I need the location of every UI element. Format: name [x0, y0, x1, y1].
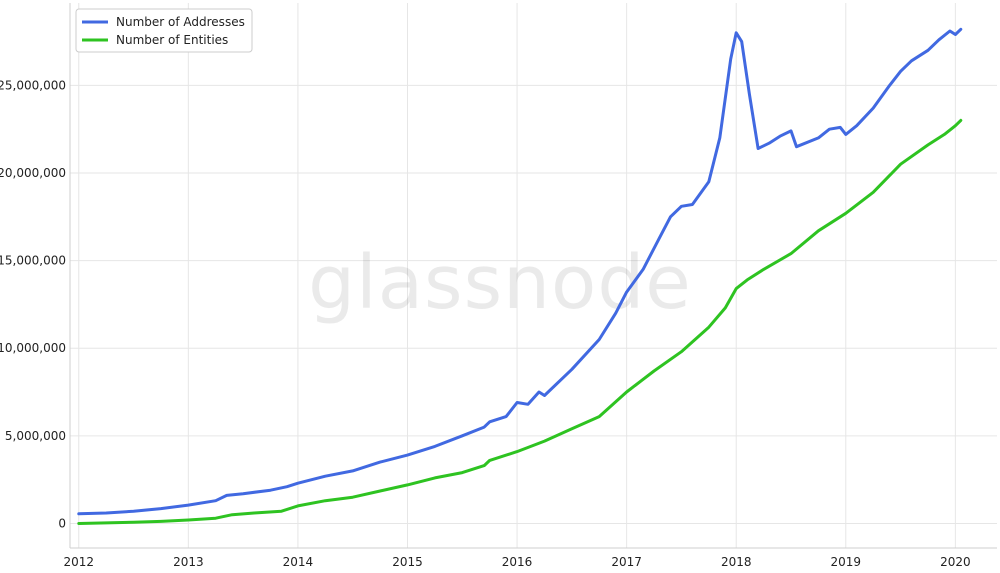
y-tick-label: 20,000,000 — [0, 166, 66, 180]
x-tick-label: 2015 — [392, 555, 423, 569]
x-tick-label: 2012 — [63, 555, 94, 569]
grid — [69, 3, 997, 549]
x-tick-label: 2019 — [831, 555, 862, 569]
legend[interactable]: Number of Addresses Number of Entities — [75, 8, 253, 53]
x-tick-label: 2018 — [721, 555, 752, 569]
x-tick-label: 2017 — [611, 555, 642, 569]
y-tick-label: 0 — [58, 516, 66, 530]
legend-label[interactable]: Number of Addresses — [116, 15, 245, 29]
x-tick-label: 2014 — [283, 555, 314, 569]
series-layer — [77, 27, 963, 525]
x-tick-label: 2016 — [502, 555, 533, 569]
x-tick-label: 2013 — [173, 555, 204, 569]
y-tick-label: 5,000,000 — [5, 429, 66, 443]
y-tick-label: 15,000,000 — [0, 254, 66, 268]
y-tick-label: 25,000,000 — [0, 78, 66, 92]
series-line-addresses — [77, 27, 963, 516]
watermark-text: glassnode — [308, 240, 692, 326]
series-line-entities — [77, 118, 963, 525]
legend-label[interactable]: Number of Entities — [116, 33, 228, 47]
axis-labels: 2012 2013 2014 2015 2016 2017 2018 2019 2020 0 5,0… — [0, 78, 971, 569]
y-tick-label: 10,000,000 — [0, 341, 66, 355]
legend-box — [75, 8, 253, 53]
x-tick-label: 2020 — [940, 555, 971, 569]
